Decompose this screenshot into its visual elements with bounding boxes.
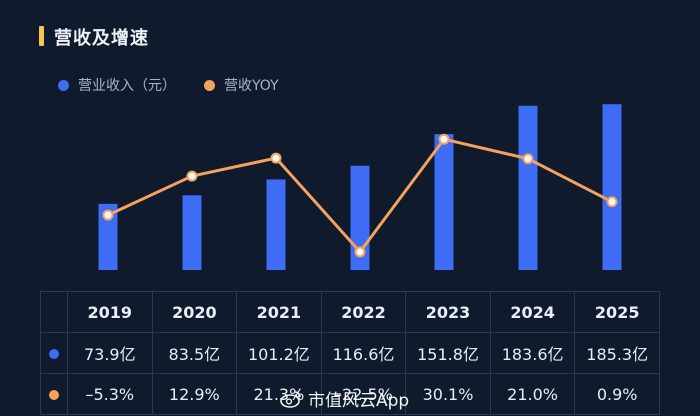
legend-revenue-label: 营业收入（元） xyxy=(78,78,176,94)
data-table: 2019 2020 2021 2022 2023 2024 2025 73.9亿… xyxy=(40,291,660,415)
yoy-point-2024 xyxy=(522,153,534,165)
table-corner-cell xyxy=(40,291,68,333)
yoy-point-2023 xyxy=(438,133,450,145)
orange-dot-icon xyxy=(49,389,59,400)
revenue-bar-2019 xyxy=(98,203,118,270)
yoy-cell: –22.5% xyxy=(320,373,407,415)
revenue-cell: 83.5亿 xyxy=(151,332,238,374)
watermark-text: 市值风云App xyxy=(308,391,410,411)
yoy-point-2019 xyxy=(102,209,114,221)
year-cell: 2021 xyxy=(236,291,322,333)
yoy-cell: 0.9% xyxy=(574,373,660,415)
revenue-cell: 151.8亿 xyxy=(405,332,491,374)
chart-plot xyxy=(98,104,622,270)
revenue-cell: 116.6亿 xyxy=(320,332,407,374)
revenue-bar-2021 xyxy=(266,179,286,270)
revenue-cell: 185.3亿 xyxy=(574,332,660,374)
year-cell: 2024 xyxy=(489,291,576,333)
watermark: 市值风云App xyxy=(280,386,409,411)
year-cell: 2025 xyxy=(574,291,660,333)
legend-yoy-label: 营收YOY xyxy=(224,78,279,94)
revenue-cell: 101.2亿 xyxy=(236,332,322,374)
yoy-cell: 12.9% xyxy=(151,373,238,415)
year-cell: 2022 xyxy=(320,291,407,333)
title-accent-bar xyxy=(39,26,44,46)
yoy-row-marker xyxy=(40,373,68,415)
chart-title: 营收及增速 xyxy=(54,28,149,49)
yoy-cell: 30.1% xyxy=(405,373,491,415)
yoy-point-2025 xyxy=(606,196,618,208)
yoy-point-2020 xyxy=(186,170,198,182)
revenue-cell: 73.9亿 xyxy=(67,332,153,374)
table-row-revenue: 73.9亿 83.5亿 101.2亿 116.6亿 151.8亿 183.6亿 … xyxy=(40,332,660,374)
year-cell: 2019 xyxy=(67,291,153,333)
table-row-years: 2019 2020 2021 2022 2023 2024 2025 xyxy=(40,291,660,333)
revenue-bar-2024 xyxy=(518,105,538,270)
blue-dot-icon xyxy=(58,79,69,91)
weibo-icon xyxy=(280,390,301,408)
revenue-bar-2023 xyxy=(434,134,454,270)
orange-dot-icon xyxy=(204,79,215,91)
revenue-bar-2025 xyxy=(602,104,622,270)
yoy-cell: 21.3% xyxy=(236,373,322,415)
blue-dot-icon xyxy=(49,348,59,359)
legend-yoy[interactable]: 营收YOY xyxy=(204,75,279,95)
year-cell: 2020 xyxy=(151,291,238,333)
yoy-cell: 21.0% xyxy=(489,373,576,415)
yoy-point-2022 xyxy=(354,246,366,258)
year-cell: 2023 xyxy=(405,291,491,333)
legend-revenue[interactable]: 营业收入（元） xyxy=(58,75,176,95)
yoy-point-2021 xyxy=(270,152,282,164)
revenue-row-marker xyxy=(40,332,68,374)
table-row-yoy: –5.3% 12.9% 21.3% –22.5% 30.1% 21.0% 0.9… xyxy=(40,373,660,415)
revenue-bar-2020 xyxy=(182,195,202,270)
yoy-cell: –5.3% xyxy=(67,373,153,415)
revenue-cell: 183.6亿 xyxy=(489,332,576,374)
